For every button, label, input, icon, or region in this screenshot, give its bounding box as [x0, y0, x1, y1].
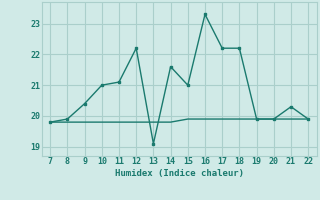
X-axis label: Humidex (Indice chaleur): Humidex (Indice chaleur) [115, 169, 244, 178]
